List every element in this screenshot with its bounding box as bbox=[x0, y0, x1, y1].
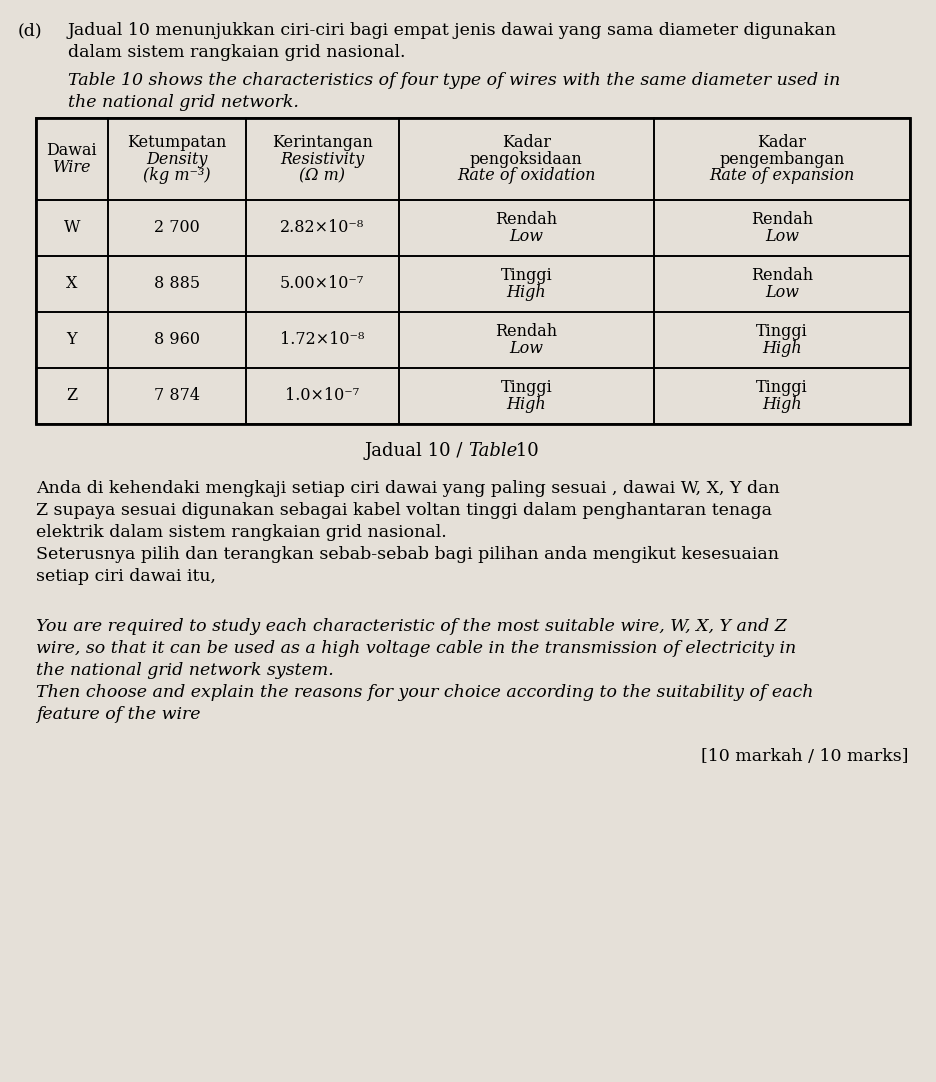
Text: 2 700: 2 700 bbox=[154, 220, 199, 237]
Text: Low: Low bbox=[764, 283, 798, 301]
Text: 5.00×10⁻⁷: 5.00×10⁻⁷ bbox=[280, 276, 364, 292]
Text: Tinggi: Tinggi bbox=[500, 267, 551, 285]
Text: Jadual 10 /: Jadual 10 / bbox=[364, 443, 468, 460]
Text: Seterusnya pilih dan terangkan sebab-sebab bagi pilihan anda mengikut kesesuaian: Seterusnya pilih dan terangkan sebab-seb… bbox=[36, 546, 778, 563]
Text: wire, so that it can be used as a high voltage cable in the transmission of elec: wire, so that it can be used as a high v… bbox=[36, 639, 796, 657]
Bar bbox=[653, 200, 909, 256]
Text: 8 960: 8 960 bbox=[154, 331, 199, 348]
Text: Then choose and explain the reasons for your choice according to the suitability: Then choose and explain the reasons for … bbox=[36, 684, 812, 701]
Text: W: W bbox=[64, 220, 80, 237]
Text: Rendah: Rendah bbox=[750, 211, 812, 228]
Text: Rate of expansion: Rate of expansion bbox=[709, 168, 854, 184]
Text: High: High bbox=[761, 396, 801, 413]
Text: feature of the wire: feature of the wire bbox=[36, 705, 200, 723]
Text: Kerintangan: Kerintangan bbox=[271, 134, 373, 150]
Bar bbox=[36, 118, 108, 200]
Text: 2.82×10⁻⁸: 2.82×10⁻⁸ bbox=[280, 220, 364, 237]
Text: 7 874: 7 874 bbox=[154, 387, 199, 405]
Text: Table 10 shows the characteristics of four type of wires with the same diameter : Table 10 shows the characteristics of fo… bbox=[68, 72, 840, 89]
Text: High: High bbox=[761, 340, 801, 357]
Text: Y: Y bbox=[66, 331, 77, 348]
Text: pengoksidaan: pengoksidaan bbox=[470, 150, 582, 168]
Text: High: High bbox=[506, 283, 546, 301]
Bar bbox=[399, 256, 653, 312]
Bar bbox=[245, 200, 399, 256]
Bar bbox=[245, 312, 399, 368]
Text: Kadar: Kadar bbox=[502, 134, 550, 150]
Text: setiap ciri dawai itu,: setiap ciri dawai itu, bbox=[36, 568, 216, 585]
Bar bbox=[653, 256, 909, 312]
Text: Z supaya sesuai digunakan sebagai kabel voltan tinggi dalam penghantaran tenaga: Z supaya sesuai digunakan sebagai kabel … bbox=[36, 502, 771, 519]
Text: Tinggi: Tinggi bbox=[755, 379, 807, 396]
Text: Ketumpatan: Ketumpatan bbox=[127, 134, 227, 150]
Text: Anda di kehendaki mengkaji setiap ciri dawai yang paling sesuai , dawai W, X, Y : Anda di kehendaki mengkaji setiap ciri d… bbox=[36, 480, 779, 497]
Text: Low: Low bbox=[509, 228, 543, 245]
Bar bbox=[653, 368, 909, 424]
Text: 1.0×10⁻⁷: 1.0×10⁻⁷ bbox=[285, 387, 358, 405]
Text: Low: Low bbox=[764, 228, 798, 245]
Bar bbox=[653, 312, 909, 368]
Bar bbox=[245, 256, 399, 312]
Text: (Ω m): (Ω m) bbox=[299, 168, 344, 184]
Text: Density: Density bbox=[146, 150, 207, 168]
Bar bbox=[36, 312, 108, 368]
Bar bbox=[399, 312, 653, 368]
Bar bbox=[108, 256, 245, 312]
Text: the national grid network.: the national grid network. bbox=[68, 94, 299, 111]
Text: Tinggi: Tinggi bbox=[755, 324, 807, 340]
Text: Rate of oxidation: Rate of oxidation bbox=[457, 168, 595, 184]
Text: High: High bbox=[506, 396, 546, 413]
Bar bbox=[653, 118, 909, 200]
Text: [10 markah / 10 marks]: [10 markah / 10 marks] bbox=[701, 748, 908, 765]
Text: 8 885: 8 885 bbox=[154, 276, 199, 292]
Text: the national grid network system.: the national grid network system. bbox=[36, 662, 333, 679]
Text: Kadar: Kadar bbox=[756, 134, 806, 150]
Text: Resistivity: Resistivity bbox=[280, 150, 364, 168]
Bar bbox=[108, 200, 245, 256]
Text: Dawai: Dawai bbox=[47, 142, 97, 159]
Text: Tinggi: Tinggi bbox=[500, 379, 551, 396]
Bar bbox=[399, 368, 653, 424]
Bar bbox=[36, 256, 108, 312]
Text: 1.72×10⁻⁸: 1.72×10⁻⁸ bbox=[280, 331, 364, 348]
Text: elektrik dalam sistem rangkaian grid nasional.: elektrik dalam sistem rangkaian grid nas… bbox=[36, 524, 446, 541]
Bar bbox=[36, 118, 909, 424]
Text: (kg m⁻³): (kg m⁻³) bbox=[143, 168, 211, 184]
Text: Wire: Wire bbox=[52, 159, 91, 176]
Bar bbox=[399, 118, 653, 200]
Bar bbox=[108, 368, 245, 424]
Text: 10: 10 bbox=[510, 443, 539, 460]
Text: Z: Z bbox=[66, 387, 78, 405]
Bar bbox=[108, 312, 245, 368]
Bar bbox=[108, 118, 245, 200]
Bar bbox=[399, 200, 653, 256]
Text: (d): (d) bbox=[18, 22, 42, 39]
Bar bbox=[36, 368, 108, 424]
Text: Jadual 10 menunjukkan ciri-ciri bagi empat jenis dawai yang sama diameter diguna: Jadual 10 menunjukkan ciri-ciri bagi emp… bbox=[68, 22, 836, 39]
Text: You are required to study each characteristic of the most suitable wire, W, X, Y: You are required to study each character… bbox=[36, 618, 786, 635]
Text: dalam sistem rangkaian grid nasional.: dalam sistem rangkaian grid nasional. bbox=[68, 44, 405, 61]
Text: Low: Low bbox=[509, 340, 543, 357]
Bar bbox=[245, 118, 399, 200]
Text: Rendah: Rendah bbox=[750, 267, 812, 285]
Text: Table: Table bbox=[468, 443, 518, 460]
Text: X: X bbox=[66, 276, 78, 292]
Text: Rendah: Rendah bbox=[495, 324, 557, 340]
Text: pengembangan: pengembangan bbox=[719, 150, 843, 168]
Text: Rendah: Rendah bbox=[495, 211, 557, 228]
Bar bbox=[36, 200, 108, 256]
Bar bbox=[245, 368, 399, 424]
